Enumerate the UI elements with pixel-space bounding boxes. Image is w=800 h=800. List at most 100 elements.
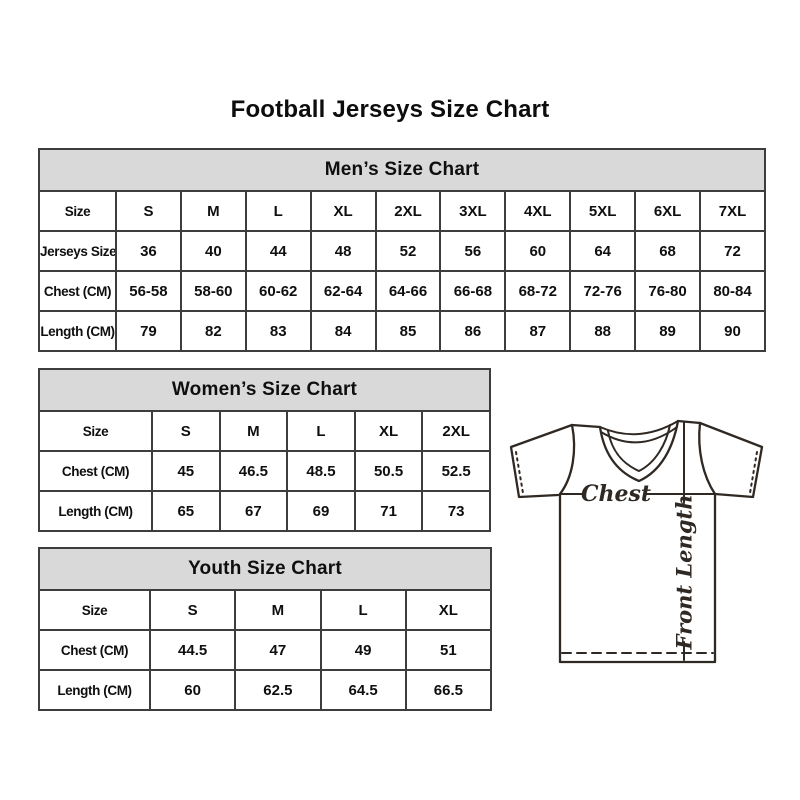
row-label: Length (CM): [38, 310, 117, 352]
table-header-row: Size S M L XL 2XL: [38, 410, 491, 452]
column-header: L: [286, 410, 356, 452]
table-cell: 68-72: [504, 270, 572, 312]
table-cell: 88: [569, 310, 637, 352]
table-cell: 90: [699, 310, 766, 352]
table-cell: 71: [353, 490, 424, 532]
table-cell: 86: [439, 310, 507, 352]
table-cell: 82: [179, 310, 247, 352]
column-header: S: [115, 190, 182, 232]
column-header: Size: [38, 410, 153, 452]
table-row: Length (CM) 65 67 69 71 73: [38, 490, 491, 532]
table-cell: 45: [151, 450, 221, 492]
table-cell: 48.5: [286, 450, 356, 492]
table-cell: 36: [115, 230, 182, 272]
column-header: 6XL: [634, 190, 702, 232]
table-cell: 73: [421, 490, 491, 532]
table-cell: 65: [151, 490, 221, 532]
table-cell: 72: [699, 230, 766, 272]
table-header-row: Size S M L XL: [38, 589, 493, 631]
table-row: Length (CM) 60 62.5 64.5 66.5: [38, 669, 493, 711]
column-header: M: [179, 190, 247, 232]
column-header: L: [319, 589, 407, 631]
column-header: L: [244, 190, 312, 232]
table-cell: 52: [374, 230, 442, 272]
jersey-body-outline: [558, 492, 717, 664]
jersey-collar-back-arc-1: [599, 420, 679, 436]
jersey-vneck-inner: [607, 424, 671, 472]
mens-size-table: Men’s Size Chart Size S M L XL 2XL 3XL 4XL 5XL 6XL…: [38, 148, 766, 352]
row-label: Chest (CM): [38, 450, 153, 492]
table-cell: 89: [634, 310, 702, 352]
column-header: S: [151, 410, 221, 452]
table-cell: 56-58: [115, 270, 182, 312]
table-cell: 52.5: [421, 450, 491, 492]
column-header: M: [234, 589, 322, 631]
column-header: 2XL: [421, 410, 491, 452]
table-cell: 60: [148, 669, 237, 711]
jersey-left-sleeve: [509, 423, 574, 499]
jersey-measurement-diagram: Chest Front Length: [509, 419, 764, 664]
table-cell: 83: [244, 310, 312, 352]
table-cell: 62.5: [234, 669, 322, 711]
row-label: Chest (CM): [38, 629, 151, 671]
table-cell: 87: [504, 310, 572, 352]
jersey-left-shoulder: [570, 423, 602, 429]
chest-label: Chest: [581, 481, 651, 507]
table-cell: 46.5: [218, 450, 289, 492]
table-title-row: Men’s Size Chart: [38, 148, 766, 192]
table-row: Chest (CM) 56-58 58-60 60-62 62-64 64-66 66-68…: [38, 270, 766, 312]
table-row: Length (CM) 79 82 83 84 85 86 87 88 89 90: [38, 310, 766, 352]
youth-size-table: Youth Size Chart Size S M L XL Chest (CM) 44.5 4…: [38, 547, 493, 711]
jersey-right-cuff-stitch: [749, 451, 758, 494]
column-header: 7XL: [699, 190, 766, 232]
row-label: Jerseys Size: [38, 230, 117, 272]
table-cell: 50.5: [353, 450, 424, 492]
table-cell: 64: [569, 230, 637, 272]
table-cell: 44.5: [148, 629, 237, 671]
column-header: XL: [404, 589, 493, 631]
table-row: Chest (CM) 45 46.5 48.5 50.5 52.5: [38, 450, 491, 492]
table-cell: 69: [286, 490, 356, 532]
column-header: 5XL: [569, 190, 637, 232]
table-title-row: Youth Size Chart: [38, 547, 492, 591]
table-cell: 72-76: [569, 270, 637, 312]
column-header: S: [148, 589, 237, 631]
jersey-right-sleeve: [698, 421, 764, 499]
womens-size-table-body: Women’s Size Chart Size S M L XL 2XL Chest (CM)…: [38, 368, 491, 532]
table-cell: 56: [439, 230, 507, 272]
table-cell: 47: [234, 629, 322, 671]
table-header-row: Size S M L XL 2XL 3XL 4XL 5XL 6XL 7XL: [38, 190, 766, 232]
front-length-label: Front Length: [672, 495, 697, 651]
jersey-left-armhole: [558, 423, 576, 496]
table-row: Chest (CM) 44.5 47 49 51: [38, 629, 493, 671]
row-label: Chest (CM): [38, 270, 117, 312]
table-cell: 40: [179, 230, 247, 272]
table-cell: 64-66: [374, 270, 442, 312]
table-title: Men’s Size Chart: [38, 148, 766, 192]
table-cell: 44: [244, 230, 312, 272]
jersey-right-armhole: [698, 421, 717, 496]
jersey-right-shoulder: [676, 419, 702, 425]
table-cell: 62-64: [309, 270, 377, 312]
table-cell: 80-84: [699, 270, 766, 312]
column-header: XL: [309, 190, 377, 232]
table-title-row: Women’s Size Chart: [38, 368, 491, 412]
table-cell: 67: [218, 490, 289, 532]
column-header: 4XL: [504, 190, 572, 232]
table-cell: 60-62: [244, 270, 312, 312]
jersey-left-cuff-stitch: [515, 451, 524, 494]
column-header: Size: [38, 589, 151, 631]
table-cell: 48: [309, 230, 377, 272]
column-header: M: [218, 410, 289, 452]
table-cell: 60: [504, 230, 572, 272]
page-title: Football Jerseys Size Chart: [230, 96, 550, 123]
jersey-vneck-outer: [598, 419, 680, 483]
youth-size-table-body: Youth Size Chart Size S M L XL Chest (CM) 44.5 4…: [38, 547, 493, 711]
column-header: XL: [353, 410, 424, 452]
womens-size-table: Women’s Size Chart Size S M L XL 2XL Chest (CM)…: [38, 368, 491, 532]
table-cell: 76-80: [634, 270, 702, 312]
table-row: Jerseys Size 36 40 44 48 52 56 60 64 68 72: [38, 230, 766, 272]
table-cell: 79: [115, 310, 182, 352]
column-header: Size: [38, 190, 117, 232]
table-title: Women’s Size Chart: [38, 368, 491, 412]
